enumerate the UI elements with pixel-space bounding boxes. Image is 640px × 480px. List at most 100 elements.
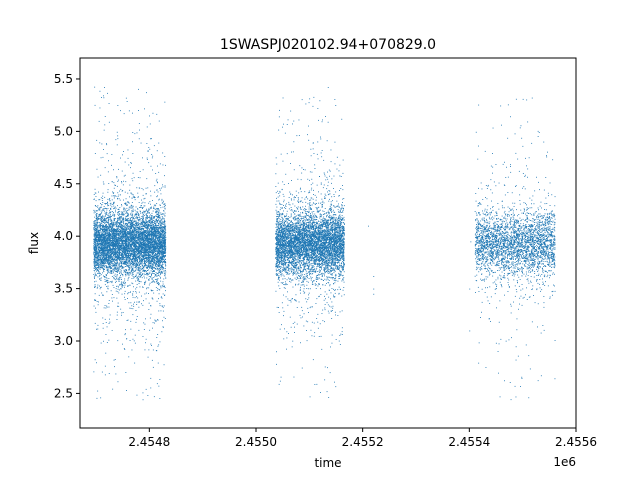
data-point [118,248,120,249]
data-point [127,149,129,151]
data-point [102,216,104,217]
data-point [108,281,110,283]
data-point [126,236,128,238]
data-point [119,213,120,215]
data-point [106,253,108,255]
data-point [128,277,130,278]
data-point [119,245,121,246]
data-point [153,260,155,262]
data-point [160,273,162,274]
data-point [141,199,142,201]
data-point [93,267,95,269]
data-point [124,284,126,286]
data-point [148,202,150,204]
data-point [131,210,133,211]
data-point [134,232,136,234]
data-point [146,217,148,219]
data-point [109,216,111,218]
data-point [93,194,95,195]
data-point [126,219,128,221]
data-point [149,242,150,244]
data-point [145,210,147,212]
data-point [114,271,116,272]
data-point [153,263,155,265]
data-point [152,240,154,242]
data-point [141,254,143,256]
data-point [98,230,99,231]
data-point [125,260,127,262]
data-point [96,301,98,302]
data-point [108,160,109,162]
data-point [156,255,158,256]
data-point [140,235,142,236]
data-point [118,305,120,307]
data-point [109,218,111,220]
data-point [122,275,124,277]
data-point [105,228,107,229]
data-point [139,247,141,248]
data-point [97,237,99,239]
data-point [105,222,107,224]
data-point [103,208,104,210]
data-point [142,228,144,230]
data-point [138,110,139,111]
data-point [151,261,153,263]
data-point [151,259,153,261]
data-point [155,258,157,260]
data-point [155,275,157,276]
data-point [153,292,155,294]
data-point [116,255,118,257]
data-point [112,214,113,216]
data-point [146,265,148,267]
data-point [129,239,131,241]
data-point [131,235,132,237]
data-point [123,175,125,177]
data-point [115,237,117,239]
data-point [162,213,164,215]
data-point [151,281,153,283]
data-point [110,272,112,274]
data-point [164,241,165,243]
data-point [104,226,106,228]
data-point [106,227,108,229]
data-point [106,286,108,287]
data-point [93,264,95,266]
data-point [154,230,156,232]
data-point [102,262,104,264]
data-point [128,231,130,233]
data-point [163,260,165,262]
data-point [157,222,159,224]
data-point [106,225,108,227]
data-point [116,263,118,264]
data-point [164,247,166,249]
data-point [97,247,99,248]
data-point [95,244,96,246]
data-point [135,261,137,263]
data-point [116,254,118,255]
data-point [108,213,110,215]
data-point [140,253,142,254]
data-point [150,240,151,242]
data-point [119,223,121,225]
data-point [126,233,128,235]
data-point [146,221,148,223]
data-point [156,211,158,213]
data-point [115,277,117,279]
data-point [125,253,127,255]
data-point [131,274,133,276]
data-point [160,272,162,273]
data-point [117,270,118,272]
data-point [124,236,126,238]
data-point [162,281,164,283]
data-point [93,250,95,252]
data-point [130,328,132,330]
data-point [148,278,150,280]
data-point [134,214,136,216]
data-point [94,255,96,257]
data-point [120,257,122,259]
data-point [146,277,148,279]
data-point [108,278,110,279]
data-point [106,226,108,228]
data-point [134,263,136,265]
data-point [110,213,111,215]
